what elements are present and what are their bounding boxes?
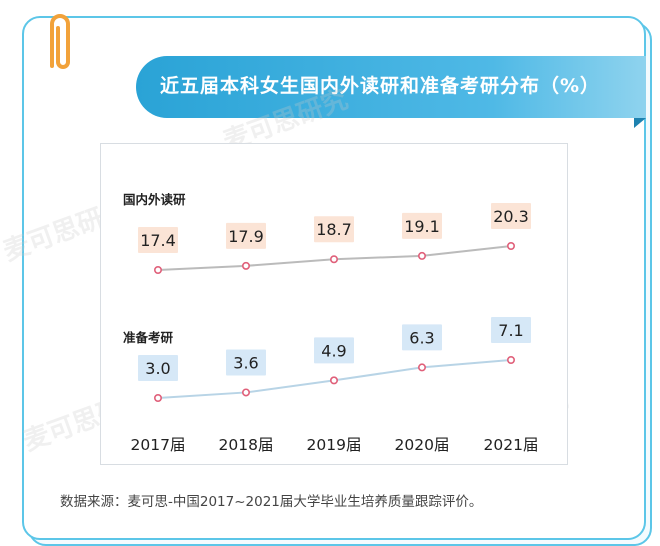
data-label-0-4: 20.3 [493, 207, 529, 226]
x-tick-label-1: 2018届 [219, 436, 274, 454]
data-label-bg-1-1 [226, 349, 266, 376]
data-label-bg-1-4 [491, 317, 531, 343]
data-point-0-1 [242, 261, 251, 270]
data-point-1-1 [242, 388, 251, 397]
x-tick-label-0: 2017届 [131, 436, 186, 454]
data-label-bg-0-3 [402, 212, 442, 239]
data-label-bg-0-1 [226, 222, 266, 249]
x-tick-label-4: 2021届 [484, 436, 539, 454]
data-point-1-0 [153, 394, 162, 403]
title-banner [136, 56, 646, 118]
series-name-1: 准备考研 [123, 330, 174, 345]
data-point-0-4 [506, 242, 515, 251]
data-label-1-0: 3.0 [145, 359, 170, 378]
data-point-1-2 [330, 376, 339, 385]
data-label-bg-0-4 [491, 203, 531, 229]
data-point-1-4 [506, 356, 515, 365]
data-label-bg-1-3 [402, 324, 442, 351]
data-label-1-3: 6.3 [409, 328, 434, 347]
data-label-0-3: 19.1 [404, 217, 440, 236]
data-source-note: 数据来源：麦可思-中国2017~2021届大学毕业生培养质量跟踪评价。 [60, 494, 483, 510]
x-tick-label-2: 2019届 [307, 436, 362, 454]
data-label-1-2: 4.9 [321, 341, 346, 360]
data-label-1-1: 3.6 [233, 353, 258, 372]
data-label-0-1: 17.9 [228, 227, 264, 246]
data-label-bg-0-2 [314, 216, 354, 243]
x-tick-label-3: 2020届 [395, 436, 450, 454]
chart-title: 近五届本科女生国内外读研和准备考研分布（%） [160, 75, 601, 97]
data-point-0-2 [330, 255, 339, 264]
title-banner-fold [634, 118, 646, 128]
paperclip-icon [50, 14, 70, 69]
data-point-0-3 [417, 251, 426, 260]
line-chart: 国内外读研 17.4 17.9 18.7 19.1 20.3 准备考研 3.0 3.6 4.9 6.… [123, 192, 539, 454]
data-label-1-4: 7.1 [498, 321, 523, 340]
data-label-bg-0-0 [138, 227, 178, 253]
data-label-bg-1-0 [138, 355, 178, 381]
data-point-0-0 [153, 266, 162, 275]
data-point-1-3 [417, 363, 426, 372]
chart-area: 国内外读研 17.4 17.9 18.7 19.1 20.3 准备考研 3.0 3.6 4.9 6.… [100, 143, 568, 465]
data-label-0-2: 18.7 [316, 220, 352, 239]
data-label-0-0: 17.4 [140, 231, 176, 250]
data-label-bg-1-2 [314, 337, 354, 364]
series-name-0: 国内外读研 [123, 192, 186, 207]
